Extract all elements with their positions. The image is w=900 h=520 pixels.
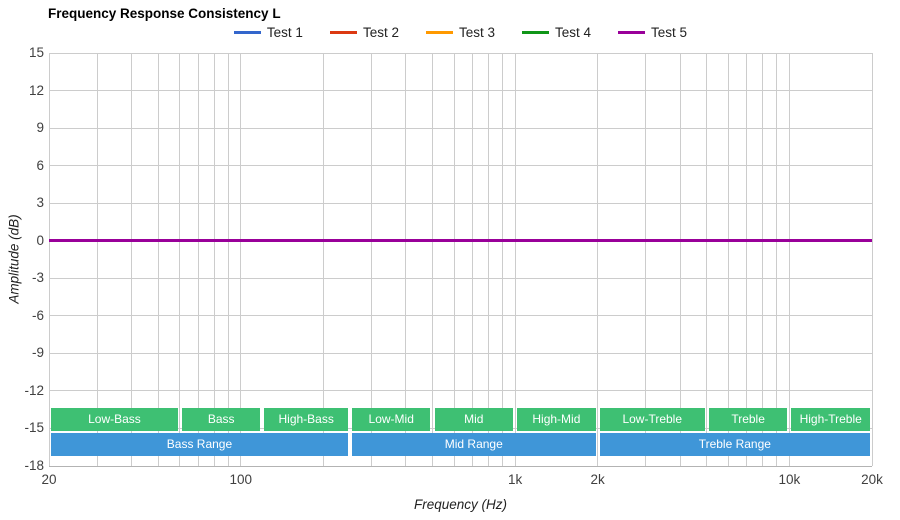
gridline-horizontal bbox=[49, 90, 872, 92]
chart-title: Frequency Response Consistency L bbox=[48, 6, 281, 21]
gridline-vertical bbox=[213, 53, 215, 466]
legend-line-swatch bbox=[618, 31, 646, 34]
legend-line-swatch bbox=[233, 31, 261, 34]
legend-line-swatch bbox=[329, 31, 357, 34]
gridline-vertical bbox=[131, 53, 133, 466]
gridline-horizontal bbox=[49, 315, 872, 317]
sub-band: Treble bbox=[708, 407, 788, 431]
range-band: Mid Range bbox=[351, 432, 596, 456]
gridline-vertical bbox=[502, 53, 504, 466]
gridline-horizontal bbox=[49, 465, 872, 467]
sub-band: Low-Treble bbox=[599, 407, 705, 431]
gridline-vertical bbox=[706, 53, 708, 466]
legend-item: Test 1 bbox=[233, 25, 303, 40]
x-tick-label: 10k bbox=[778, 472, 801, 487]
gridline-vertical bbox=[788, 53, 790, 466]
gridline-vertical bbox=[453, 53, 455, 466]
gridline-vertical bbox=[597, 53, 599, 466]
legend-item: Test 2 bbox=[329, 25, 399, 40]
gridline-horizontal bbox=[49, 52, 872, 54]
gridline-vertical bbox=[762, 53, 764, 466]
series-line-test-5 bbox=[49, 239, 872, 243]
legend-line-swatch bbox=[425, 31, 453, 34]
gridline-vertical bbox=[371, 53, 373, 466]
x-tick-label: 2k bbox=[590, 472, 605, 487]
gridline-horizontal bbox=[49, 127, 872, 129]
legend-label: Test 5 bbox=[651, 25, 688, 40]
x-tick-label: 20k bbox=[861, 472, 883, 487]
y-tick-label: -15 bbox=[24, 420, 44, 436]
y-tick-label: 9 bbox=[36, 120, 44, 136]
sub-band: Bass bbox=[181, 407, 261, 431]
plot-area: Low-Bass Bass High-Bass Low-Mid Mid High-Mid L… bbox=[48, 52, 873, 467]
gridline-vertical bbox=[871, 53, 873, 466]
gridline-vertical bbox=[157, 53, 159, 466]
gridline-vertical bbox=[679, 53, 681, 466]
gridline-vertical bbox=[197, 53, 199, 466]
sub-band: High-Treble bbox=[791, 407, 870, 431]
y-tick-label: -9 bbox=[31, 345, 44, 361]
sub-band: High-Mid bbox=[517, 407, 596, 431]
y-tick-label: 15 bbox=[28, 45, 44, 60]
y-tick-label: -6 bbox=[31, 307, 44, 323]
y-tick-label: -18 bbox=[24, 458, 44, 473]
gridline-vertical bbox=[432, 53, 433, 466]
gridline-horizontal bbox=[49, 352, 872, 354]
gridline-vertical bbox=[746, 53, 748, 466]
gridline-vertical bbox=[514, 53, 516, 466]
legend: Test 1 Test 2 Test 3 Test 4 Test 5 bbox=[49, 25, 872, 40]
gridline-vertical bbox=[322, 53, 324, 466]
legend-label: Test 4 bbox=[555, 25, 592, 40]
y-tick-label: 3 bbox=[36, 195, 44, 211]
legend-item: Test 4 bbox=[522, 25, 591, 40]
legend-label: Test 2 bbox=[362, 25, 399, 40]
x-tick-label: 1k bbox=[507, 472, 523, 487]
sub-band: Low-Mid bbox=[351, 407, 431, 431]
gridline-vertical bbox=[472, 53, 474, 466]
gridline-vertical bbox=[728, 53, 730, 466]
gridline-vertical bbox=[96, 53, 98, 466]
y-axis-title: Amplitude (dB) bbox=[6, 214, 22, 304]
y-tick-label: 12 bbox=[28, 82, 44, 98]
gridline-horizontal bbox=[49, 202, 872, 204]
y-tick-label: -3 bbox=[31, 270, 44, 286]
gridline-horizontal bbox=[49, 165, 872, 167]
gridline-horizontal bbox=[49, 277, 872, 279]
range-band: Bass Range bbox=[51, 432, 348, 456]
y-tick-label: 0 bbox=[36, 232, 44, 248]
x-tick-label: 100 bbox=[229, 472, 253, 487]
legend-label: Test 3 bbox=[458, 25, 496, 40]
y-tick-label: -12 bbox=[24, 382, 44, 398]
gridline-vertical bbox=[776, 53, 778, 466]
gridline-horizontal bbox=[49, 390, 872, 392]
gridline-vertical bbox=[405, 53, 407, 466]
gridline-vertical bbox=[227, 53, 229, 466]
gridline-vertical bbox=[487, 53, 489, 466]
gridline-vertical bbox=[240, 53, 242, 466]
y-tick-label: 6 bbox=[36, 157, 44, 173]
gridline-vertical bbox=[645, 53, 647, 466]
legend-item: Test 3 bbox=[425, 25, 496, 40]
sub-band: Mid bbox=[434, 407, 514, 431]
legend-label: Test 1 bbox=[266, 25, 303, 40]
range-band: Treble Range bbox=[599, 432, 870, 456]
legend-item: Test 5 bbox=[618, 25, 687, 40]
x-axis-title: Frequency (Hz) bbox=[413, 497, 508, 512]
gridline-vertical bbox=[179, 53, 181, 466]
gridline-vertical bbox=[48, 53, 50, 466]
x-tick-label: 20 bbox=[41, 472, 57, 487]
legend-line-swatch bbox=[522, 31, 550, 34]
sub-band: High-Bass bbox=[264, 407, 348, 431]
sub-band: Low-Bass bbox=[51, 407, 178, 431]
